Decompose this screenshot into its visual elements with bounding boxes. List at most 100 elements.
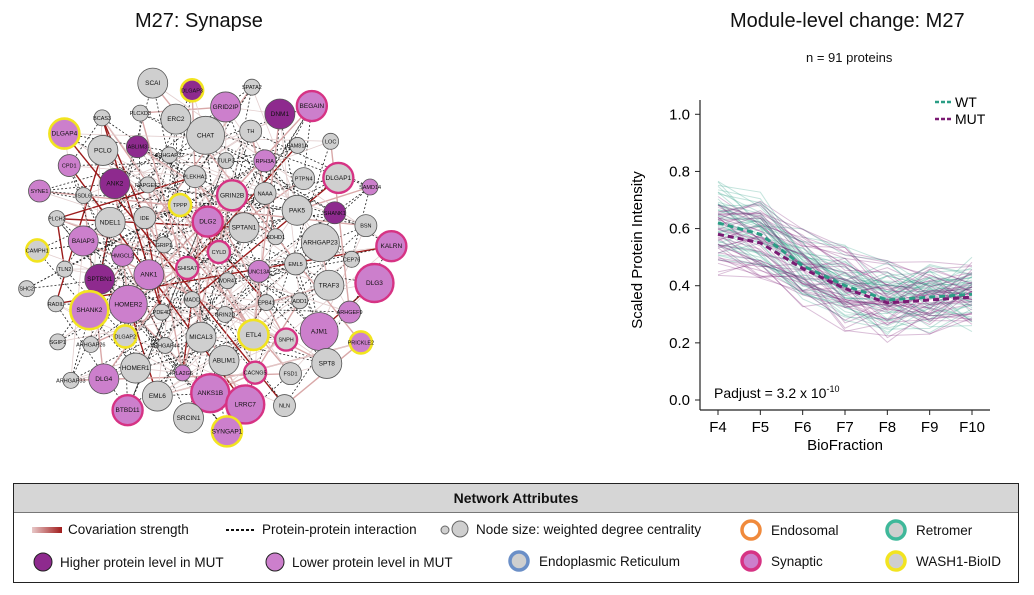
node-size-swatch [440,520,469,538]
network-node-label: SHANK1 [324,211,346,217]
network-node-circle [239,119,263,143]
synaptic-swatch [740,550,762,572]
network-node-label: PAK5 [289,207,306,214]
network-node-circle [354,262,395,304]
network-node-circle [322,132,340,150]
network-node: SRCIN1 [173,402,204,434]
protein-trace [717,216,973,299]
network-node-circle [179,78,205,103]
network-node-circle [160,103,192,135]
protein-trace [717,216,973,288]
network-node: GRIN2B [215,179,249,212]
network-edge [186,267,285,406]
protein-trace [717,202,973,306]
network-node: PDE4D [153,303,171,321]
network-node-label: SNPH [278,338,293,344]
protein-trace [717,218,973,314]
protein-trace [717,252,973,326]
network-node-label: ARHGAP44 [150,343,179,349]
network-node-circle [375,229,408,263]
network-node: EPB41 [258,294,275,311]
network-edge [225,106,320,332]
network-node-circle [137,67,169,99]
network-node-circle [183,291,201,308]
network-node-circle [94,206,126,238]
protein-trace [717,203,973,296]
protein-trace [717,247,973,324]
protein-trace [717,244,973,321]
network-node-label: PRICKLE2 [348,340,375,346]
network-node-circle [56,260,74,278]
protein-trace [717,212,973,301]
network-node-label: RAPGEF2 [135,183,161,189]
network-node-circle [183,165,207,188]
network-node-circle [300,223,340,263]
protein-trace [717,232,973,309]
network-node-circle [206,239,232,265]
legend-ppi-label: Protein-protein interaction [262,522,417,537]
network-node-circle [323,201,347,225]
network-node-circle [62,371,80,389]
network-node: ANK2 [99,168,131,199]
protein-trace [717,220,973,304]
protein-trace [717,201,973,296]
network-node-circle [75,187,92,205]
protein-trace [717,259,973,322]
network-node: ABLIM3 [125,135,149,159]
legend-title: Network Attributes [14,484,1018,513]
network-edge [264,193,367,227]
network-node-label: NAAA [258,191,273,197]
y-tick-label: 0.4 [669,278,690,295]
protein-trace [717,206,973,292]
network-node: DLGAP1 [322,161,355,195]
network-node-label: SHC2 [19,287,34,293]
network-edge [39,190,298,211]
network-node-circle [156,337,174,354]
network-node-label: RPH3A [256,159,275,165]
protein-trace [717,204,973,266]
network-node-label: HMGCL2 [111,253,134,259]
network-node-label: HOMER2 [114,301,142,308]
network-edge [64,267,188,270]
network-node-label: SPATA2 [242,85,262,91]
network-edge [258,225,367,272]
network-node: TRAF3 [313,269,345,301]
network-node: SAMD14 [359,178,381,196]
network-node: RADIL [47,295,65,313]
ppi-swatch [226,528,256,531]
network-node-label: NLN [279,404,290,410]
protein-trace [717,193,973,294]
network-node: DLG2 [191,205,224,238]
network-node: ARHGEF9 [337,300,363,324]
network-node-label: PTPN4 [295,177,313,183]
protein-trace [717,218,973,320]
legend-wash: WASH1-BioID [884,549,1001,573]
network-node-circle [153,303,171,321]
network-node-circle [48,210,66,228]
legend-endosomal-label: Endosomal [771,522,839,538]
network-node-label: ARHGAP23 [303,240,338,247]
network-edge [68,165,189,419]
network-node-circle [273,327,299,352]
network-node: BTBD11 [111,393,144,427]
protein-trace [717,189,973,293]
protein-trace [717,234,973,333]
er-swatch [508,550,530,572]
network-node: DLGAP2 [112,324,138,349]
network-title: M27: Synapse [135,10,263,32]
network-node: GRIP1 [155,236,173,254]
network-node-circle [175,255,200,281]
network-node-circle [354,214,378,238]
network-node: CYLD [206,239,232,265]
network-edge [37,176,196,251]
network-node-label: TULP3 [217,159,234,165]
x-tick-label: F10 [959,419,985,436]
network-node-label: SPTBN1 [87,276,113,283]
protein-trace [717,204,973,302]
network-edge [194,176,287,340]
network-node-label: ARHGEF9 [337,310,363,316]
protein-trace [717,227,973,323]
network-node-circle [292,167,316,191]
network-node: BEGAIN [295,89,329,123]
network-node-label: CYLD [212,250,227,256]
